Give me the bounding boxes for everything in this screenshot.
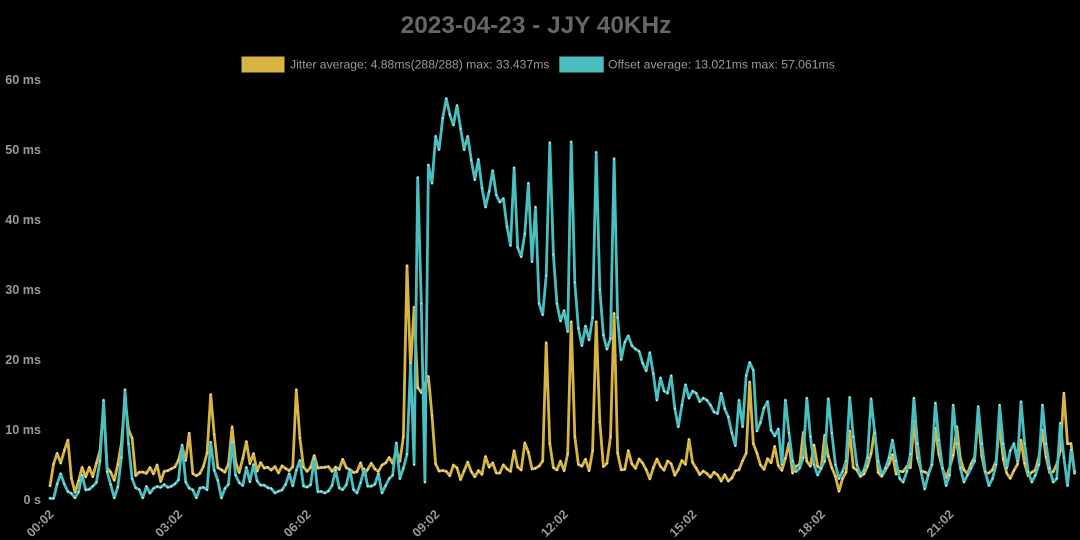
svg-text:Jitter average: 4.88ms(288/288: Jitter average: 4.88ms(288/288) max: 33.…: [290, 57, 549, 71]
svg-text:20 ms: 20 ms: [5, 353, 41, 367]
svg-text:2023-04-23 - JJY 40KHz: 2023-04-23 - JJY 40KHz: [401, 12, 672, 39]
svg-text:40 ms: 40 ms: [5, 213, 41, 227]
svg-text:Offset average: 13.021ms max:: Offset average: 13.021ms max: 57.061ms: [608, 57, 835, 71]
svg-text:50 ms: 50 ms: [5, 143, 41, 157]
svg-text:0 s: 0 s: [23, 493, 41, 507]
svg-text:30 ms: 30 ms: [5, 283, 41, 297]
svg-text:60 ms: 60 ms: [5, 73, 41, 87]
svg-text:10 ms: 10 ms: [5, 423, 41, 437]
